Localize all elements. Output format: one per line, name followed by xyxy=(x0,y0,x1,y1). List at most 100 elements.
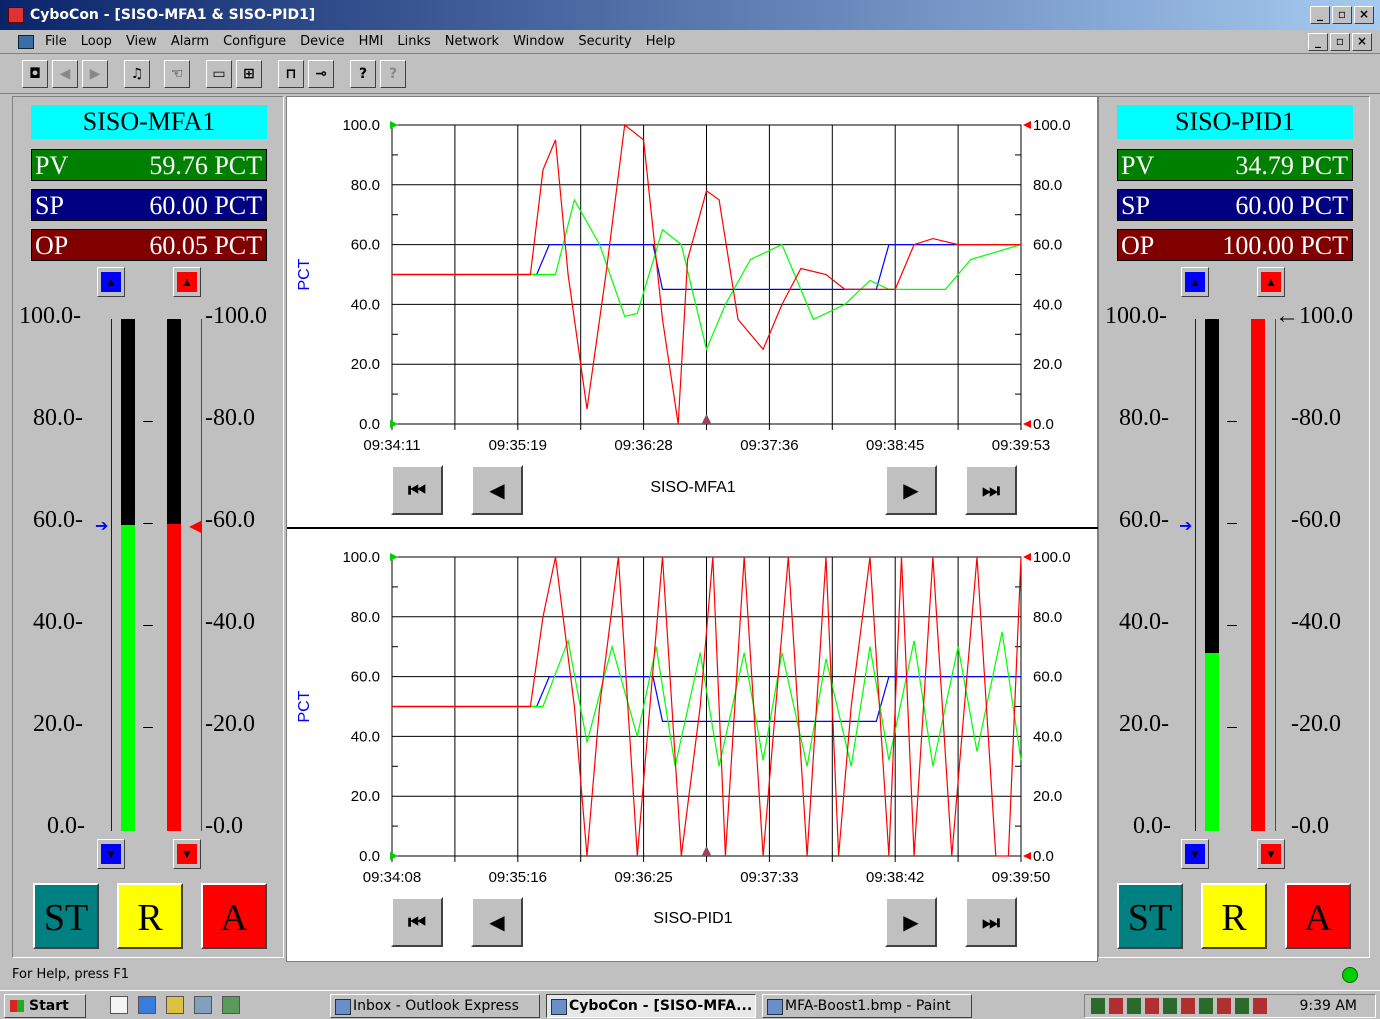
menu-device[interactable]: Device xyxy=(300,34,345,49)
menu-alarm[interactable]: Alarm xyxy=(170,34,210,49)
trend-last-button[interactable]: ⏭ xyxy=(965,465,1017,515)
axis-marker-left xyxy=(390,553,398,561)
media-icon[interactable] xyxy=(222,996,240,1014)
scale-tick xyxy=(143,727,153,728)
alarm-bell-icon[interactable]: ♫ xyxy=(124,60,150,88)
trend-first-button[interactable]: ⏮ xyxy=(391,465,443,515)
sp-display[interactable]: SP 60.00 PCT xyxy=(1117,189,1353,221)
window-tile-icon[interactable]: ⊞ xyxy=(236,60,262,88)
menu-links[interactable]: Links xyxy=(397,34,431,49)
menu-loop[interactable]: Loop xyxy=(80,34,112,49)
sp-pointer-icon[interactable]: ➔ xyxy=(1179,518,1193,535)
pv-bargraph xyxy=(1205,319,1219,831)
r-button[interactable]: R xyxy=(1201,883,1267,949)
sp-track xyxy=(111,319,112,831)
scale-right-label: -80.0 xyxy=(1291,405,1341,431)
series-line xyxy=(392,556,1022,857)
st-button[interactable]: ST xyxy=(33,883,99,949)
sp-down-button[interactable]: ▼ xyxy=(97,839,125,869)
y-tick-label-right: 60.0 xyxy=(1033,237,1062,254)
maximize-button[interactable]: ▫ xyxy=(1332,6,1352,24)
key-icon[interactable]: ⊸ xyxy=(308,60,334,88)
system-tray: 9:39 AM xyxy=(1084,994,1376,1018)
scale-right-label: -20.0 xyxy=(1291,711,1341,737)
op-up-button[interactable]: ▲ xyxy=(173,267,201,297)
trend-chart-pid1[interactable]: 100.0 100.0 80.0 80.0 60.0 60.0 40.0 40.0 20.0 20… xyxy=(287,529,1097,909)
outlook-icon[interactable] xyxy=(166,996,184,1014)
back-icon[interactable]: ◀ xyxy=(52,60,78,88)
arrow-down-icon: ▼ xyxy=(1185,844,1205,864)
a-button[interactable]: A xyxy=(1285,883,1351,949)
loop-tag[interactable]: SISO-PID1 xyxy=(1117,105,1353,139)
scale-left-label: 40.0- xyxy=(1119,609,1169,635)
sp-up-button[interactable]: ▲ xyxy=(1181,267,1209,297)
internet-explorer-icon[interactable] xyxy=(138,996,156,1014)
window-title: CyboCon - [SISO-MFA1 & SISO-PID1] xyxy=(30,7,316,23)
status-bar: For Help, press F1 xyxy=(0,962,1380,988)
status-led-icon xyxy=(1342,967,1358,983)
op-bargraph[interactable] xyxy=(1251,319,1265,831)
sp-up-button[interactable]: ▲ xyxy=(97,267,125,297)
show-desktop-icon[interactable] xyxy=(110,996,128,1014)
y-tick-label-left: 100.0 xyxy=(342,117,380,134)
mdi-close-button[interactable]: × xyxy=(1352,33,1372,51)
sp-down-button[interactable]: ▼ xyxy=(1181,839,1209,869)
forward-icon[interactable]: ▶ xyxy=(82,60,108,88)
time-cursor-marker xyxy=(701,414,712,424)
menu-hmi[interactable]: HMI xyxy=(358,34,384,49)
loop-tag[interactable]: SISO-MFA1 xyxy=(31,105,267,139)
tray-icons[interactable] xyxy=(1091,998,1271,1014)
op-up-button[interactable]: ▲ xyxy=(1257,267,1285,297)
op-display[interactable]: OP 60.05 PCT xyxy=(31,229,267,261)
start-button[interactable]: Start xyxy=(4,994,86,1018)
x-tick-label: 09:38:42 xyxy=(866,869,924,886)
trend-forward-button[interactable]: ▶ xyxy=(885,897,937,947)
op-down-button[interactable]: ▼ xyxy=(173,839,201,869)
context-help-icon[interactable]: ? xyxy=(380,60,406,88)
op-pointer-icon[interactable]: ◀ xyxy=(189,518,202,535)
trend-forward-button[interactable]: ▶ xyxy=(885,465,937,515)
close-button[interactable]: × xyxy=(1354,6,1374,24)
task-outlook[interactable]: Inbox - Outlook Express xyxy=(330,994,540,1018)
menu-help[interactable]: Help xyxy=(645,34,676,49)
sp-pointer-icon[interactable]: ➔ xyxy=(95,518,109,535)
trend-back-button[interactable]: ◀ xyxy=(471,897,523,947)
minimize-button[interactable]: _ xyxy=(1310,6,1330,24)
sp-label: SP xyxy=(35,191,64,220)
help-icon[interactable]: ? xyxy=(350,60,376,88)
trend-last-button[interactable]: ⏭ xyxy=(965,897,1017,947)
op-label: OP xyxy=(35,231,69,260)
camera-icon[interactable]: ◘ xyxy=(22,60,48,88)
window-single-icon[interactable]: ▭ xyxy=(206,60,232,88)
title-bar[interactable]: CyboCon - [SISO-MFA1 & SISO-PID1] _ ▫ × xyxy=(0,0,1380,30)
sp-value: 60.00 PCT xyxy=(1235,191,1348,220)
menu-window[interactable]: Window xyxy=(513,34,565,49)
menu-view[interactable]: View xyxy=(125,34,157,49)
trend-chart-mfa1[interactable]: 100.0 100.0 80.0 80.0 60.0 60.0 40.0 40.0 20.0 20… xyxy=(287,97,1097,477)
op-bargraph[interactable] xyxy=(167,319,181,831)
scale-left-label: 0.0- xyxy=(47,813,85,839)
task-paint[interactable]: MFA-Boost1.bmp - Paint xyxy=(762,994,972,1018)
trend-first-button[interactable]: ⏮ xyxy=(391,897,443,947)
op-down-button[interactable]: ▼ xyxy=(1257,839,1285,869)
r-button[interactable]: R xyxy=(117,883,183,949)
cybocon-app-icon[interactable] xyxy=(8,7,24,23)
task-cybocon[interactable]: CyboCon - [SISO-MFA... xyxy=(546,994,756,1018)
menu-file[interactable]: File xyxy=(45,34,67,49)
menu-configure[interactable]: Configure xyxy=(223,34,287,49)
st-button[interactable]: ST xyxy=(1117,883,1183,949)
hand-icon[interactable]: ☜ xyxy=(164,60,190,88)
search-icon[interactable] xyxy=(194,996,212,1014)
trend-back-button[interactable]: ◀ xyxy=(471,465,523,515)
mdi-minimize-button[interactable]: _ xyxy=(1308,33,1328,51)
mdi-child-icon[interactable] xyxy=(18,34,34,49)
menu-network[interactable]: Network xyxy=(444,34,500,49)
menu-security[interactable]: Security xyxy=(578,34,632,49)
y-tick-label-right: 80.0 xyxy=(1033,177,1062,194)
mdi-restore-button[interactable]: ▫ xyxy=(1330,33,1350,51)
a-button[interactable]: A xyxy=(201,883,267,949)
sp-display[interactable]: SP 60.00 PCT xyxy=(31,189,267,221)
op-display[interactable]: OP 100.00 PCT xyxy=(1117,229,1353,261)
lock-icon[interactable]: ⊓ xyxy=(278,60,304,88)
x-tick-label: 09:38:45 xyxy=(866,437,924,454)
